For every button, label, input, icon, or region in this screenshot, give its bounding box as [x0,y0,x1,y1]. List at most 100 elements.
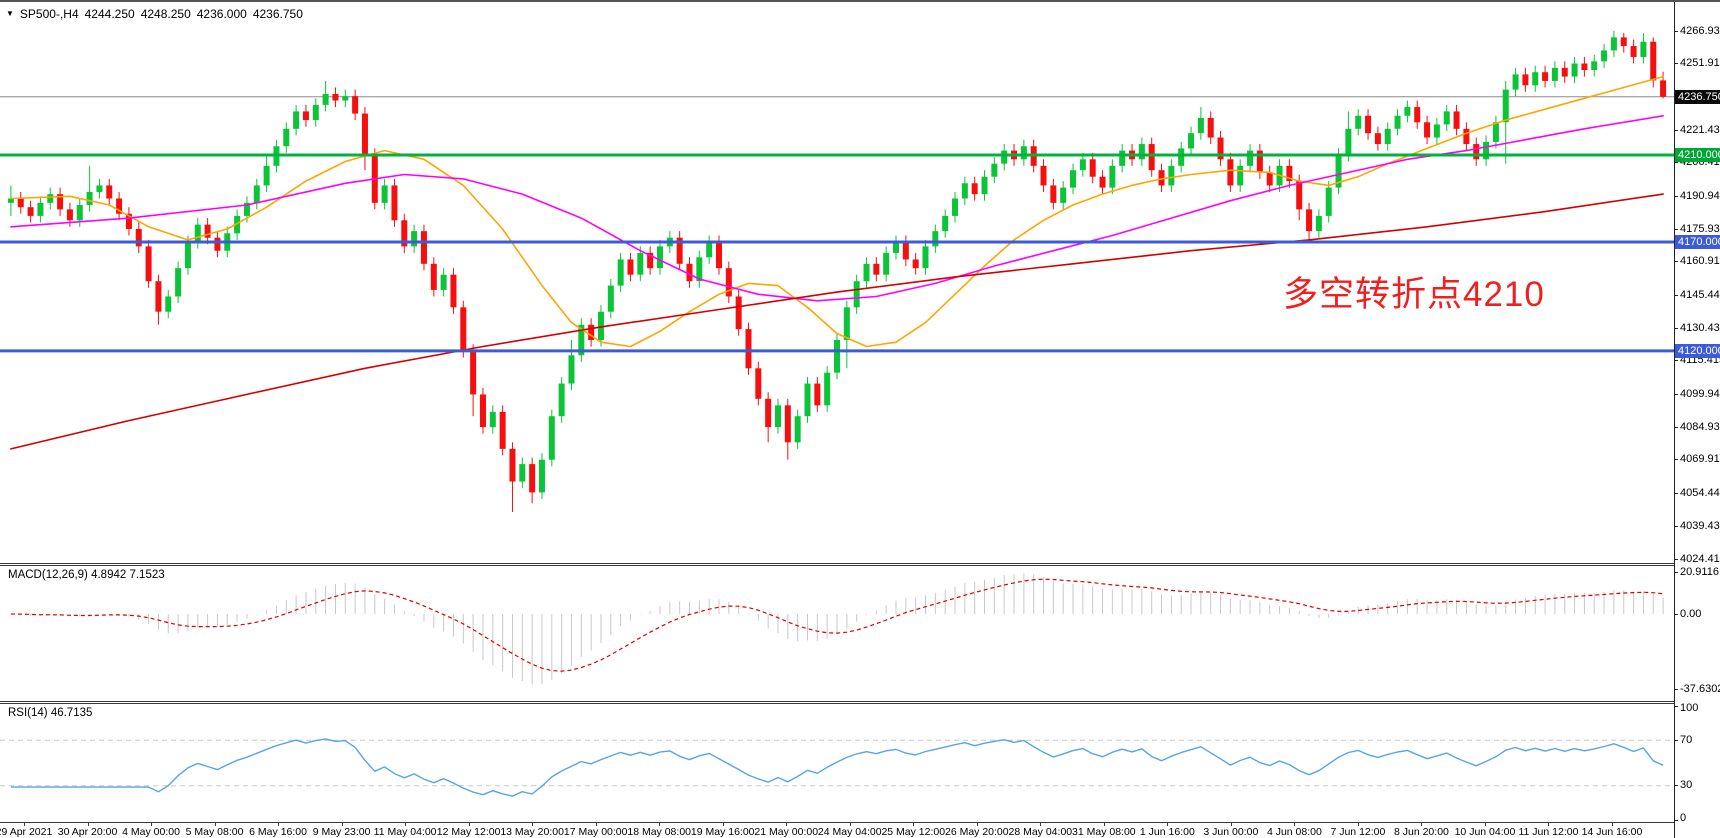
date-axis-tick [24,822,25,826]
quote-open: 4244.250 [84,7,135,21]
date-label: 13 May 20:00 [500,826,564,838]
candle-down [735,296,742,330]
candle-up [1325,187,1332,216]
symbol-quote-line[interactable]: ▼ SP500-,H4 4244.250 4248.250 4236.000 4… [6,7,303,21]
price-tick-label: 4054.445 [1680,487,1720,500]
candle-down [57,194,64,210]
price-tick-label: 4039.430 [1680,519,1720,532]
date-label: 5 May 08:00 [185,826,244,838]
candle-up [96,185,103,192]
date-axis-tick [214,822,216,826]
candle-up [411,231,418,247]
candle-up [1640,41,1647,57]
candle-down [155,281,162,312]
candle-down [1374,133,1381,145]
candle-down [627,259,634,275]
date-axis-tick [1040,822,1042,826]
candle-up [991,163,998,177]
date-label: 29 Apr 2021 [0,826,53,838]
price-tick-label: 4266.930 [1680,24,1720,37]
candle-down [145,246,152,282]
ma-slow-red[interactable] [10,193,1664,450]
panel-divider-macd-rsi[interactable] [0,701,1720,704]
candle-up [37,202,44,216]
candle-down [686,263,693,282]
candle-up [342,96,349,101]
candlestick-chart-canvas[interactable] [0,2,1674,563]
quote-low: 4236.000 [196,7,247,21]
price-badge-blue-level-2: 4120.000 [1675,343,1720,358]
date-label: 4 May 00:00 [122,826,180,838]
candle-down [460,307,467,351]
macd-indicator-panel[interactable]: MACD(12,26,9) 4.8942 7.1523 [0,566,1674,701]
candle-down [1542,72,1549,81]
candle-up [824,372,831,406]
chart-text-annotation[interactable]: 多空转折点4210 [1283,275,1545,314]
candle-down [1227,159,1234,186]
date-axis-tick [532,822,534,826]
rsi-chart-canvas[interactable] [0,704,1674,822]
candle-up [47,194,54,203]
candle-up [1109,165,1116,188]
price-tick-label: 4175.930 [1680,222,1720,235]
rsi-scale-label: 0 [1680,811,1687,824]
price-tick-mark [1674,360,1678,362]
candle-down [391,185,398,221]
date-label: 17 May 00:00 [563,826,628,838]
candle-down [401,220,408,247]
candle-up [489,411,496,428]
macd-scale-tick [1674,613,1678,615]
candle-up [883,252,890,275]
candle-down [912,259,919,269]
candle-down [1581,63,1588,71]
candle-up [538,459,545,493]
date-label: 30 Apr 20:00 [57,826,118,838]
main-price-chart-panel[interactable] [0,2,1674,563]
candle-down [204,224,211,238]
price-axis[interactable] [1674,2,1720,838]
candle-down [755,368,762,399]
panel-divider-main-macd[interactable] [0,563,1720,566]
quote-close: 4236.750 [252,7,303,21]
candle-up [1119,150,1126,166]
price-tick-label: 4160.915 [1680,255,1720,268]
candle-up [617,259,624,286]
price-tick-mark [1674,162,1678,164]
candle-down [352,96,359,114]
candle-up [1355,115,1362,129]
rsi-scale-tick [1674,739,1678,741]
ma-fast-orange[interactable] [10,75,1664,348]
candle-down [1630,46,1637,57]
candle-up [293,111,300,129]
date-axis-tick [849,822,851,826]
price-tick-mark [1674,459,1678,461]
candle-up [1601,50,1608,62]
macd-chart-canvas[interactable] [0,566,1674,701]
date-axis[interactable] [0,822,1674,838]
symbol-dropdown-icon[interactable]: ▼ [6,9,14,18]
price-tick-mark [1674,261,1678,263]
candle-up [1020,146,1027,160]
candle-down [470,350,477,395]
candle-down [302,111,309,121]
candle-down [784,405,791,443]
candle-up [942,215,949,232]
date-axis-tick [976,822,978,826]
symbol-period-label: SP500-,H4 [19,7,79,21]
candle-up [1168,165,1175,186]
candle-up [981,176,988,195]
date-axis-tick [87,822,89,826]
candle-up [607,285,614,312]
date-axis-tick [595,822,597,826]
candle-up [568,355,575,384]
rsi-indicator-panel[interactable]: RSI(14) 46.7135 [0,704,1674,822]
rsi-scale-label: 30 [1680,779,1693,792]
candle-up [1404,107,1411,116]
candle-down [66,209,73,221]
candle-up [1237,165,1244,186]
candle-down [745,329,752,369]
price-tick-mark [1674,327,1678,329]
price-badge-green-level: 4210.000 [1675,147,1720,162]
ma-mid-magenta[interactable] [10,115,1664,302]
price-tick-mark [1674,129,1678,131]
